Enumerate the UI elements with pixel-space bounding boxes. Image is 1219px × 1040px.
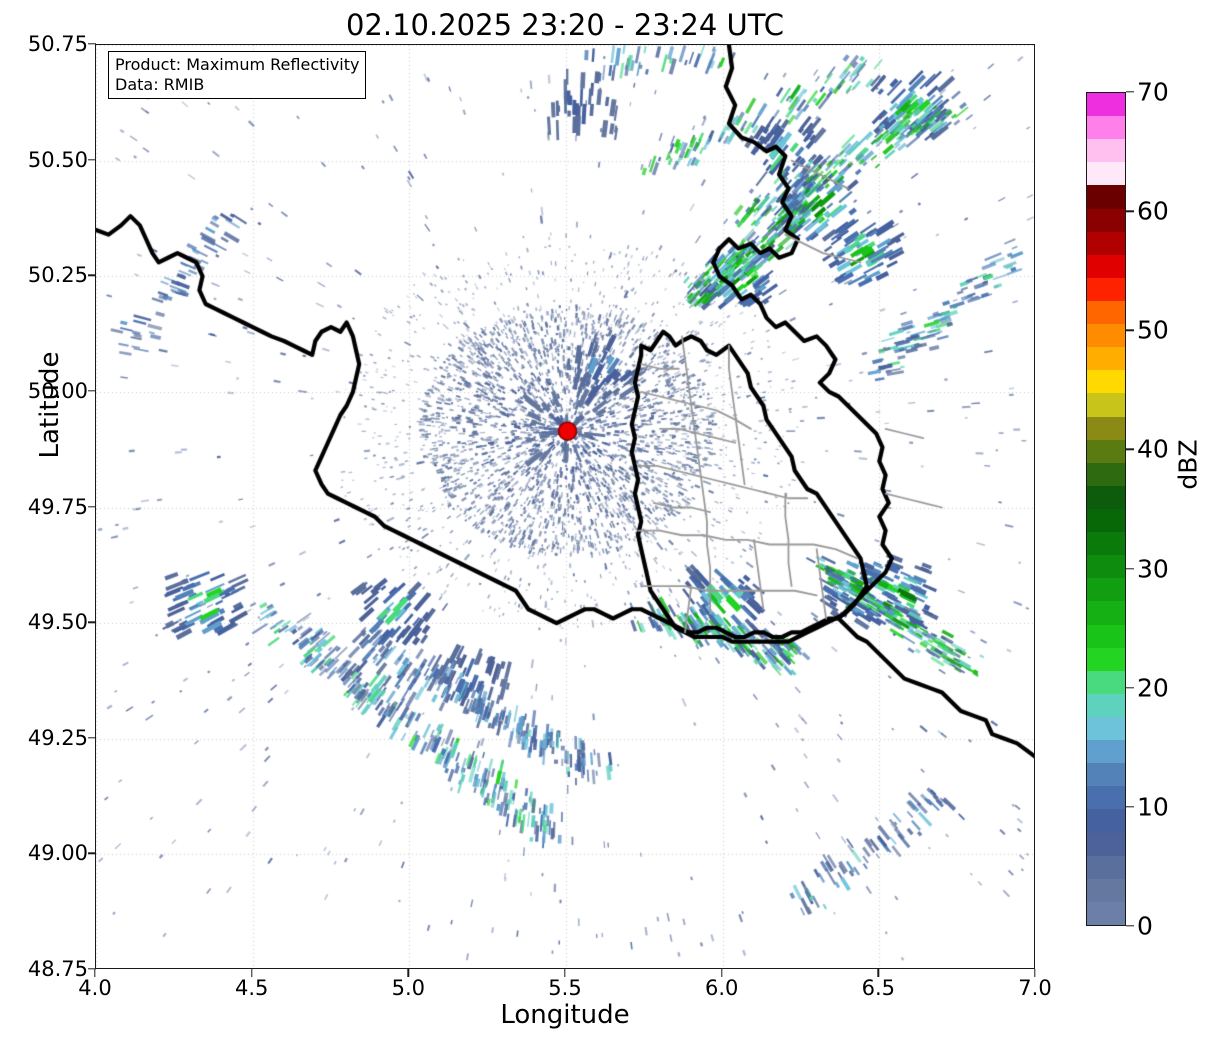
colorbar-band: [1087, 185, 1125, 209]
colorbar-band: [1087, 670, 1125, 694]
y-tick-mark: [88, 505, 96, 508]
x-tick-mark: [250, 969, 253, 977]
x-tick-label: 5.0: [391, 976, 426, 1000]
radar-map-canvas[interactable]: [96, 45, 1034, 968]
colorbar-band: [1087, 832, 1125, 856]
y-tick-mark: [88, 390, 96, 392]
y-tick-label: 49.25: [27, 725, 88, 750]
colorbar-band: [1087, 693, 1125, 717]
colorbar-band: [1087, 231, 1125, 255]
colorbar-band: [1087, 716, 1125, 741]
colorbar-band: [1087, 139, 1125, 163]
colorbar-band: [1087, 439, 1125, 463]
colorbar-band: [1087, 485, 1125, 509]
colorbar-gradient[interactable]: [1086, 92, 1126, 926]
colorbar-band: [1087, 901, 1125, 925]
colorbar-tick-label: 60: [1137, 196, 1169, 226]
colorbar-band: [1087, 532, 1125, 556]
colorbar-band: [1087, 508, 1125, 533]
y-tick-mark: [88, 43, 96, 45]
x-tick-label: 7.0: [1018, 976, 1052, 1000]
x-tick-label: 5.5: [548, 976, 582, 1000]
map-plot-area[interactable]: [95, 44, 1035, 969]
y-tick-label: 50.00: [27, 378, 88, 403]
y-tick-label: 50.50: [27, 147, 88, 172]
colorbar-tick-label: 10: [1137, 792, 1169, 822]
colorbar-tick-mark: [1126, 687, 1134, 689]
y-tick-mark: [88, 158, 96, 161]
colorbar-tick-mark: [1126, 567, 1134, 570]
colorbar-band: [1087, 555, 1125, 579]
colorbar-tick-label: 50: [1137, 315, 1169, 345]
y-tick-label: 49.75: [27, 494, 88, 519]
colorbar-tick-label: 30: [1137, 554, 1169, 584]
colorbar-tick-label: 20: [1137, 673, 1169, 703]
colorbar-tick-label: 70: [1137, 77, 1169, 107]
x-tick-mark: [94, 969, 96, 977]
colorbar-band: [1087, 624, 1125, 648]
x-tick-label: 6.5: [861, 976, 896, 1000]
colorbar-band: [1087, 254, 1125, 278]
colorbar-container[interactable]: [1086, 92, 1126, 926]
colorbar-band: [1087, 809, 1125, 833]
colorbar-band: [1087, 578, 1125, 602]
colorbar-band: [1087, 116, 1125, 140]
x-tick-label: 6.0: [704, 976, 739, 1000]
x-tick-mark: [564, 969, 566, 977]
colorbar-band: [1087, 347, 1125, 371]
y-tick-mark: [88, 737, 96, 739]
y-axis-label: Latitude: [35, 351, 65, 459]
x-tick-mark: [720, 969, 723, 977]
annotation-product-line: Product: Maximum Reflectivity: [115, 55, 360, 74]
x-tick-mark: [1034, 969, 1036, 977]
colorbar-band: [1087, 740, 1125, 764]
x-tick-mark: [877, 969, 880, 977]
colorbar-tick-mark: [1126, 925, 1134, 927]
y-tick-label: 50.25: [27, 263, 88, 288]
colorbar-band: [1087, 878, 1125, 902]
colorbar-band: [1087, 370, 1125, 394]
colorbar-band: [1087, 393, 1125, 417]
y-tick-mark: [88, 852, 96, 855]
colorbar-band: [1087, 786, 1125, 810]
colorbar-tick-label: 40: [1137, 434, 1169, 464]
x-axis-label: Longitude: [500, 1000, 630, 1030]
x-tick-label: 4.0: [78, 976, 112, 1000]
annotation-box: Product: Maximum Reflectivity Data: RMIB: [108, 51, 367, 100]
y-tick-label: 49.50: [27, 610, 88, 635]
colorbar-label: dBZ: [1173, 439, 1203, 490]
y-tick-label: 50.75: [27, 32, 88, 56]
colorbar-band: [1087, 162, 1125, 186]
colorbar-tick-mark: [1126, 448, 1134, 451]
colorbar-band: [1087, 462, 1125, 486]
colorbar-band: [1087, 855, 1125, 879]
y-tick-label: 48.75: [27, 957, 88, 981]
colorbar-band: [1087, 324, 1125, 348]
colorbar-tick-mark: [1126, 91, 1134, 93]
colorbar-band: [1087, 601, 1125, 625]
colorbar-tick-label: 0: [1137, 911, 1153, 941]
y-tick-mark: [88, 968, 96, 970]
colorbar-band: [1087, 300, 1125, 325]
colorbar-band: [1087, 416, 1125, 440]
colorbar-tick-mark: [1126, 210, 1134, 212]
colorbar-band: [1087, 93, 1125, 117]
colorbar-band: [1087, 208, 1125, 232]
annotation-data-line: Data: RMIB: [115, 74, 205, 94]
y-tick-mark: [88, 274, 96, 276]
page-title: 02.10.2025 23:20 - 23:24 UTC: [345, 8, 785, 42]
colorbar-band: [1087, 647, 1125, 671]
colorbar-band: [1087, 763, 1125, 787]
colorbar-tick-mark: [1126, 806, 1134, 808]
x-tick-label: 4.5: [234, 976, 269, 1000]
y-tick-label: 49.00: [27, 841, 88, 866]
colorbar-tick-mark: [1126, 329, 1134, 331]
colorbar-band: [1087, 277, 1125, 301]
y-tick-mark: [88, 621, 96, 623]
x-tick-mark: [407, 969, 410, 977]
